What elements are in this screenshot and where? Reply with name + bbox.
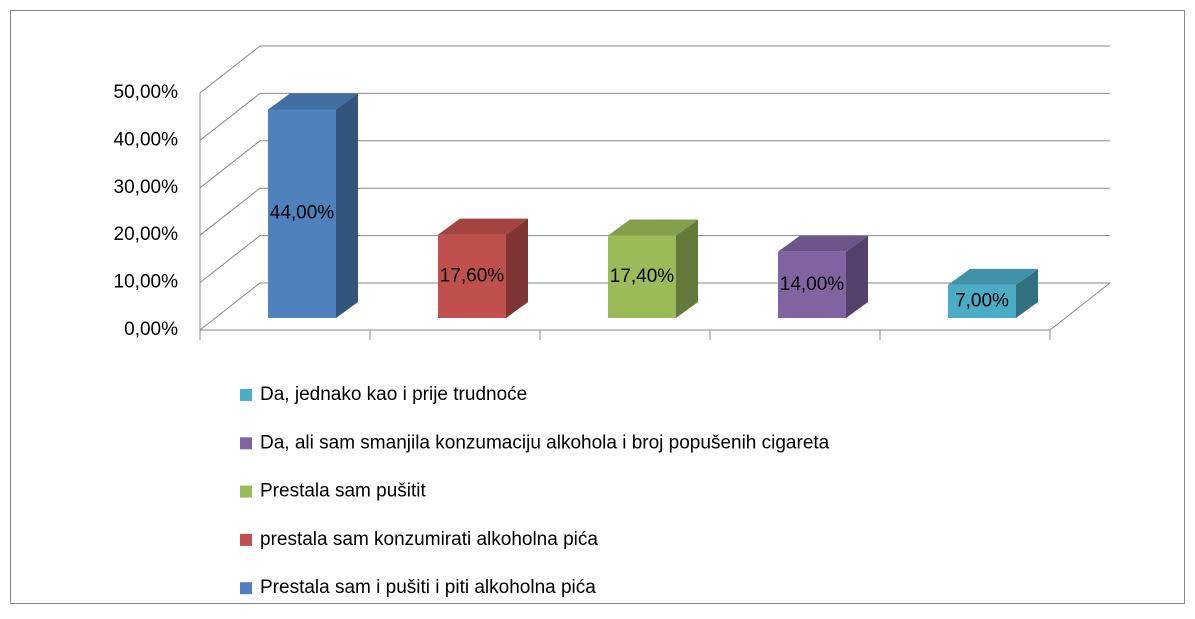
bar-top (268, 93, 358, 110)
bar-side (676, 219, 698, 318)
data-label: 7,00% (955, 290, 1009, 311)
legend-swatch (240, 389, 252, 401)
bar (948, 284, 1016, 318)
bar-top (608, 219, 698, 236)
legend-label: prestala sam konzumirati alkoholna pića (260, 529, 598, 550)
bar (608, 235, 676, 318)
bar (268, 109, 336, 318)
data-label: 14,00% (780, 274, 845, 295)
bar-side (846, 235, 868, 318)
legend-label: Prestala sam pušitit (260, 481, 427, 502)
bar-side (506, 218, 528, 318)
bar-side (336, 93, 358, 318)
grid-line (199, 187, 1110, 236)
y-tick-label: 10,00% (114, 272, 179, 293)
legend-swatch (240, 437, 252, 450)
data-label: 17,60% (440, 265, 505, 286)
legend-swatch (240, 582, 252, 595)
bar-top (948, 268, 1038, 285)
bar-top (438, 218, 528, 235)
grid-line (199, 45, 1110, 94)
bar (778, 251, 846, 318)
legend-label: Da, jednako kao i prije trudnoće (260, 384, 527, 405)
legend-label: Prestala sam i pušiti i piti alkoholna p… (260, 577, 596, 598)
grid-line (199, 235, 1110, 283)
bar-side (1016, 268, 1038, 318)
y-tick-label: 0,00% (124, 319, 178, 340)
ticks (199, 93, 1111, 340)
bar-top (778, 235, 868, 252)
y-tick-label: 30,00% (114, 177, 179, 198)
grid-line (199, 92, 1110, 141)
legend-swatch (240, 485, 252, 498)
grid-line (199, 140, 1110, 189)
legend-label: Da, ali sam smanjila konzumaciju alkohol… (260, 432, 830, 453)
floor-right (1049, 282, 1111, 331)
y-tick-label: 20,00% (114, 224, 179, 245)
y-tick-label: 50,00% (114, 82, 179, 103)
legend-swatch (240, 533, 252, 546)
data-label: 17,40% (610, 266, 675, 287)
bar (438, 234, 506, 318)
data-label: 44,00% (270, 203, 335, 224)
y-tick-label: 40,00% (114, 129, 179, 150)
